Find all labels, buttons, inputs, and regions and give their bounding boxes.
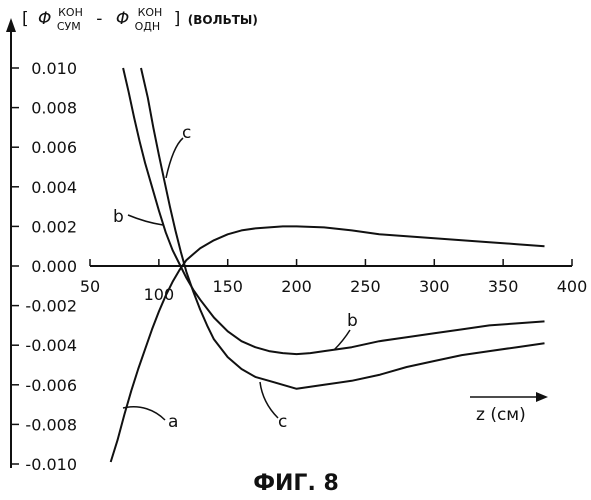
- y-tick-label: -0.006: [25, 376, 77, 395]
- x-tick-label: 400: [557, 277, 588, 296]
- y-title-sub2: ОДН: [135, 20, 161, 33]
- y-title-sub1: СУМ: [57, 20, 81, 33]
- x-tick-label: 250: [350, 277, 381, 296]
- series-label-b-right: b: [347, 311, 358, 331]
- y-title-phi1: Φ: [38, 9, 51, 29]
- y-tick-label: 0.004: [31, 178, 77, 197]
- y-axis-ticks: 0.010 0.008 0.006 0.004 0.002 0.000 -0.002 -0.0…: [11, 59, 77, 474]
- y-tick-label: -0.010: [25, 455, 77, 474]
- y-title-phi2: Φ: [116, 9, 129, 29]
- y-tick-label: -0.004: [25, 336, 77, 355]
- x-tick-label: 50: [80, 277, 100, 296]
- y-title-unit: (ВОЛЬТЫ): [188, 13, 258, 27]
- label-leader-a: [123, 407, 165, 420]
- series-label-c-bottom: c: [278, 412, 287, 432]
- y-title-minus: -: [96, 9, 102, 29]
- y-tick-label: 0.000: [31, 257, 77, 276]
- series-line-b: [123, 68, 544, 354]
- label-leader-c-bottom: [260, 382, 278, 418]
- y-tick-label: 0.008: [31, 99, 77, 118]
- label-leader-b-left: [128, 215, 163, 225]
- series-label-c-top: c: [182, 123, 191, 143]
- x-axis-title: z (см): [476, 405, 526, 425]
- label-leader-c-top: [166, 138, 183, 178]
- series-label-a: a: [168, 412, 178, 432]
- x-title-arrow-head: [536, 392, 548, 402]
- figure-caption: ФИГ. 8: [253, 471, 339, 496]
- x-tick-label: 300: [419, 277, 450, 296]
- y-tick-label: 0.006: [31, 138, 77, 157]
- y-axis-title: [ Φ СУМ КОН - Φ ОДН КОН ] (ВОЛЬТЫ): [22, 1, 258, 35]
- y-tick-label: 0.002: [31, 217, 77, 236]
- y-title-sup2: КОН: [138, 6, 163, 19]
- y-title-close-bracket: ]: [174, 9, 181, 29]
- x-tick-label: 350: [488, 277, 519, 296]
- y-tick-label: -0.002: [25, 297, 77, 316]
- y-tick-label: -0.008: [25, 415, 77, 434]
- y-axis-arrow: [6, 18, 16, 32]
- y-tick-label: 0.010: [31, 59, 77, 78]
- x-tick-label: 200: [281, 277, 312, 296]
- y-title-sup1: КОН: [58, 6, 83, 19]
- series-label-b-left: b: [113, 207, 124, 227]
- x-tick-label: 150: [212, 277, 243, 296]
- y-title-open-bracket: [: [22, 9, 29, 29]
